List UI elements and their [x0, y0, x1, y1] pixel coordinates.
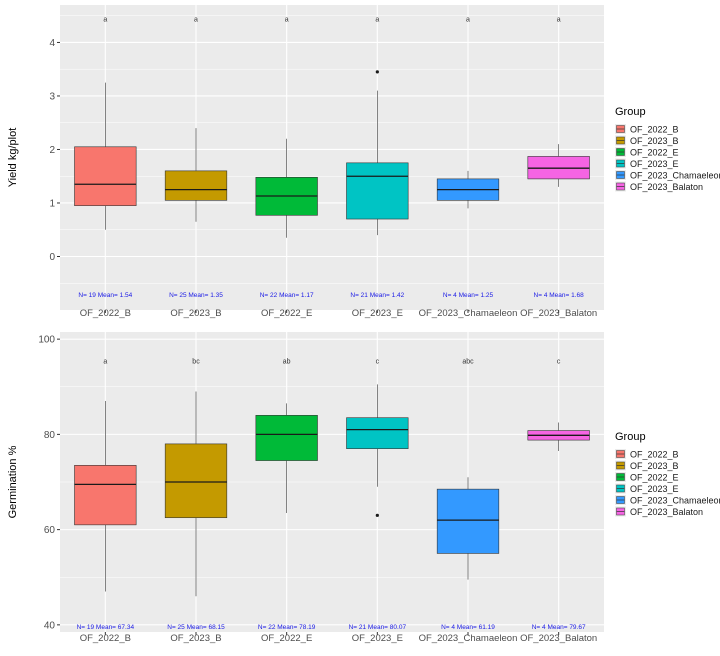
significance-letter: a — [466, 16, 470, 23]
box-OF_2023_Balaton: a N= 4 Mean= 1.68 — [527, 16, 590, 299]
box-OF_2022_E: ab N= 22 Mean= 78.19 — [255, 359, 318, 631]
summary-label: N= 4 Mean= 79.67 — [532, 624, 586, 631]
legend-entry-label: OF_2023_B — [630, 461, 679, 471]
summary-label: N= 4 Mean= 61.19 — [441, 624, 495, 631]
summary-label: N= 4 Mean= 1.68 — [534, 292, 585, 299]
legend-entry-label: OF_2023_B — [630, 136, 679, 146]
x-tick-label: OF_2023_Chamaeleon — [419, 308, 518, 319]
legend: GroupOF_2022_BOF_2023_BOF_2022_EOF_2023_… — [615, 106, 720, 192]
iqr-box — [346, 162, 409, 220]
legend-title: Group — [615, 431, 646, 443]
y-tick-label: 40 — [44, 620, 56, 631]
box-OF_2023_Balaton: c N= 4 Mean= 79.67 — [527, 359, 590, 631]
summary-label: N= 4 Mean= 1.25 — [443, 292, 494, 299]
summary-label: N= 21 Mean= 1.42 — [350, 292, 404, 299]
summary-label: N= 22 Mean= 1.17 — [260, 292, 314, 299]
box-OF_2023_E: c N= 21 Mean= 80.07 — [346, 359, 409, 631]
plot-panel-background — [60, 5, 604, 310]
legend: GroupOF_2022_BOF_2023_BOF_2022_EOF_2023_… — [615, 431, 720, 517]
outlier-point — [375, 70, 379, 74]
summary-label: N= 19 Mean= 1.54 — [78, 292, 132, 299]
y-tick-label: 2 — [49, 145, 55, 156]
x-tick-label: OF_2022_B — [80, 633, 131, 644]
significance-letter: a — [194, 16, 198, 23]
significance-letter: a — [103, 359, 107, 366]
box-OF_2023_Chamaeleon: abc N= 4 Mean= 61.19 — [436, 359, 500, 631]
outlier-point — [375, 513, 379, 517]
box-OF_2022_B: a N= 19 Mean= 1.54 — [74, 16, 137, 299]
significance-letter: abc — [462, 359, 474, 366]
box-OF_2023_Chamaeleon: a N= 4 Mean= 1.25 — [436, 16, 500, 299]
x-tick-label: OF_2023_B — [170, 308, 221, 319]
x-tick-label: OF_2023_Chamaeleon — [419, 633, 518, 644]
summary-label: N= 22 Mean= 78.19 — [258, 624, 316, 631]
box-OF_2022_E: a N= 22 Mean= 1.17 — [255, 16, 318, 299]
significance-letter: a — [103, 16, 107, 23]
significance-letter: c — [376, 359, 380, 366]
significance-letter: bc — [192, 359, 200, 366]
iqr-box — [436, 488, 500, 554]
legend-entry-label: OF_2023_E — [630, 484, 679, 494]
significance-letter: ab — [283, 359, 291, 366]
x-tick-label: OF_2023_E — [352, 633, 403, 644]
legend-entry-label: OF_2023_Chamaeleon — [630, 171, 720, 181]
x-tick-label: OF_2023_Balaton — [520, 633, 597, 644]
y-axis-label: Germination % — [7, 445, 19, 518]
x-tick-label: OF_2022_E — [261, 633, 312, 644]
y-tick-label: 3 — [49, 91, 55, 102]
legend-entry-label: OF_2023_E — [630, 159, 679, 169]
legend-entry-label: OF_2022_E — [630, 148, 679, 158]
y-tick-label: 1 — [49, 198, 55, 209]
iqr-box — [164, 443, 228, 519]
legend-entry-label: OF_2023_Balaton — [630, 507, 703, 517]
iqr-box — [164, 170, 228, 201]
box-OF_2023_B: a N= 25 Mean= 1.35 — [164, 16, 228, 299]
iqr-box — [74, 146, 137, 206]
legend-entry-label: OF_2022_B — [630, 450, 679, 460]
iqr-box — [346, 417, 409, 449]
legend-entry-label: OF_2023_Balaton — [630, 182, 703, 192]
significance-letter: a — [557, 16, 561, 23]
legend-entry-label: OF_2023_Chamaeleon — [630, 496, 720, 506]
box-OF_2022_B: a N= 19 Mean= 67.34 — [74, 359, 137, 631]
x-tick-label: OF_2023_E — [352, 308, 403, 319]
y-axis-label: Yield kg/plot — [7, 128, 19, 188]
box-OF_2023_E: a N= 21 Mean= 1.42 — [346, 16, 409, 299]
legend-entry-label: OF_2022_B — [630, 125, 679, 135]
iqr-box — [255, 415, 318, 461]
y-tick-label: 60 — [44, 525, 56, 536]
summary-label: N= 19 Mean= 67.34 — [77, 624, 135, 631]
chart-panel-1: 0 1 2 3 4 Yield kg/plot a N= 19 Mean= 1.54 a N= 2… — [7, 5, 720, 319]
legend-entry-label: OF_2022_E — [630, 473, 679, 483]
significance-letter: a — [375, 16, 379, 23]
legend-title: Group — [615, 106, 646, 118]
significance-letter: a — [285, 16, 289, 23]
chart-panel-2: 40 60 80 100 Germination % a N= 19 Mean= 67.34… — [7, 332, 720, 644]
y-tick-label: 100 — [38, 335, 55, 346]
y-tick-label: 4 — [49, 38, 55, 49]
x-tick-label: OF_2023_B — [170, 633, 221, 644]
y-tick-label: 80 — [44, 430, 56, 441]
box-OF_2023_B: bc N= 25 Mean= 68.15 — [164, 359, 228, 631]
summary-label: N= 25 Mean= 68.15 — [167, 624, 225, 631]
significance-letter: c — [557, 359, 561, 366]
x-tick-label: OF_2022_E — [261, 308, 312, 319]
x-tick-label: OF_2023_Balaton — [520, 308, 597, 319]
y-tick-label: 0 — [49, 252, 55, 263]
x-tick-label: OF_2022_B — [80, 308, 131, 319]
iqr-box — [74, 465, 137, 526]
summary-label: N= 25 Mean= 1.35 — [169, 292, 223, 299]
summary-label: N= 21 Mean= 80.07 — [349, 624, 407, 631]
